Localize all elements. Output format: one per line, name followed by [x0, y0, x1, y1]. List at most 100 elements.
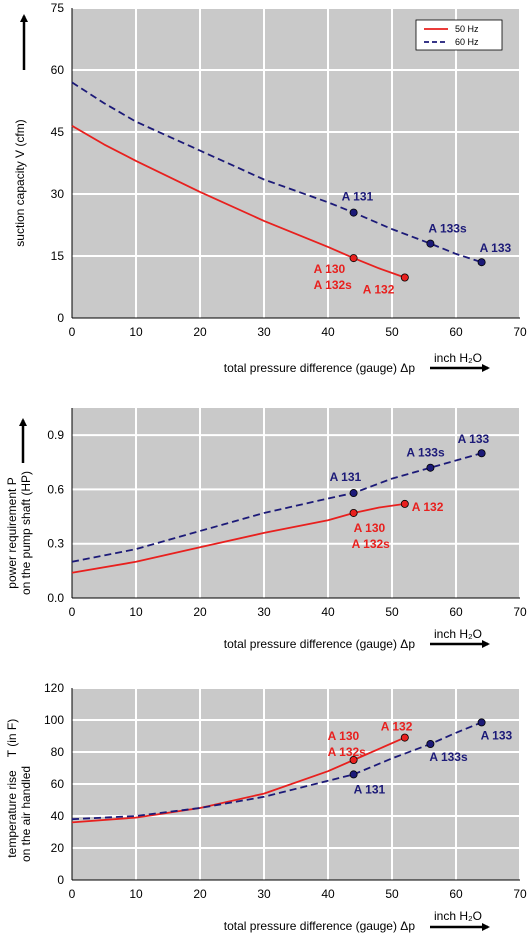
point-annotation: A 132: [412, 500, 444, 514]
series-line-s50: [71, 503, 405, 574]
x-tick-label: 30: [257, 605, 271, 619]
y-tick-label: 0.6: [47, 482, 64, 496]
point-annotation: A 133: [458, 432, 490, 446]
data-point-s50: [349, 508, 358, 517]
x-tick-label: 70: [513, 605, 527, 619]
x-tick-label: 10: [129, 887, 143, 901]
y-tick-label: 0: [57, 873, 64, 887]
x-tick-label: 40: [321, 887, 335, 901]
point-annotation: A 132s: [314, 278, 353, 292]
chart-panel-3: 0 10 20 30 40 50 60 70 0 20 40 60 80 100 120 total pres…: [5, 681, 527, 933]
point-annotation: A 133s: [429, 750, 468, 764]
x-tick-label: 40: [321, 325, 335, 339]
point-annotation: A 130: [354, 521, 386, 535]
point-annotation: A 131: [330, 470, 362, 484]
y-axis-label: on the pump shaft (HP): [19, 471, 33, 595]
x-tick-label: 70: [513, 325, 527, 339]
x-axis-label: total pressure difference (gauge) Δp: [224, 361, 416, 375]
x-tick-label: 0: [69, 887, 76, 901]
y-tick-label: 15: [51, 249, 65, 263]
y-tick-label: 100: [44, 713, 64, 727]
series-line-s50: [71, 736, 406, 824]
legend-label-s60: 60 Hz: [455, 37, 479, 47]
data-point-s60: [349, 770, 358, 779]
x-tick-label: 10: [129, 325, 143, 339]
y-tick-label: 0: [57, 311, 64, 325]
data-point-s50: [349, 254, 358, 263]
point-annotation: A 132: [363, 282, 395, 296]
data-point-s50: [400, 499, 409, 508]
y-axis-label-extra: T (in F): [5, 719, 19, 757]
y-tick-label: 120: [44, 681, 64, 695]
y-tick-label: 20: [51, 841, 65, 855]
data-point-s60: [349, 489, 358, 498]
point-annotation: A 133: [481, 728, 513, 742]
x-axis-label: total pressure difference (gauge) Δp: [224, 919, 416, 933]
data-point-s60: [477, 718, 486, 727]
x-tick-label: 20: [193, 325, 207, 339]
series-line-s50: [71, 125, 406, 279]
x-tick-label: 0: [69, 605, 76, 619]
data-point-s50: [400, 733, 409, 742]
y-tick-label: 40: [51, 809, 65, 823]
x-tick-label: 30: [257, 887, 271, 901]
point-annotation: A 130: [314, 262, 346, 276]
data-point-s60: [426, 740, 435, 749]
x-tick-label: 50: [385, 887, 399, 901]
legend-box: [415, 19, 503, 51]
x-tick-label: 30: [257, 325, 271, 339]
y-tick-label: 60: [51, 777, 65, 791]
point-annotation: A 131: [342, 190, 374, 204]
data-point-s60: [477, 258, 486, 267]
x-tick-label: 10: [129, 605, 143, 619]
x-tick-label: 60: [449, 605, 463, 619]
x-tick-label: 70: [513, 887, 527, 901]
y-tick-label: 80: [51, 745, 65, 759]
data-point-s60: [426, 239, 435, 248]
y-axis-label: power requirement P: [5, 477, 19, 588]
point-annotation: A 133s: [428, 222, 467, 236]
chart-panel-1: 0 10 20 30 40 50 60 70 0 15 30 45 60 75 total pressure…: [13, 1, 527, 375]
x-tick-label: 40: [321, 605, 335, 619]
point-annotation: A 131: [354, 782, 386, 796]
point-annotation: A 132s: [328, 745, 367, 759]
x-tick-label: 0: [69, 325, 76, 339]
point-annotation: A 132s: [352, 537, 391, 551]
chart-panel-2: 0 10 20 30 40 50 60 70 0.0 0.3 0.6 0.9 total pressur…: [5, 408, 527, 651]
plot-background: [72, 8, 520, 318]
legend: 50 Hz 60 Hz: [415, 19, 503, 51]
y-axis-label: temperature rise: [5, 770, 19, 858]
y-tick-label: 30: [51, 187, 65, 201]
x-tick-label: 20: [193, 887, 207, 901]
legend-label-s50: 50 Hz: [455, 24, 479, 34]
y-tick-label: 0.3: [47, 537, 64, 551]
y-tick-label: 0.0: [47, 591, 64, 605]
y-tick-label: 0.9: [47, 428, 64, 442]
y-tick-label: 45: [51, 125, 65, 139]
x-tick-label: 60: [449, 887, 463, 901]
x-axis-unit: inch H₂O: [434, 627, 482, 641]
x-tick-label: 20: [193, 605, 207, 619]
y-axis-label: suction capacity V (cfm): [13, 119, 27, 246]
data-point-s60: [349, 208, 358, 217]
y-axis-label: on the air handled: [19, 766, 33, 862]
x-tick-label: 50: [385, 605, 399, 619]
point-annotation: A 132: [381, 720, 413, 734]
x-tick-label: 60: [449, 325, 463, 339]
x-axis-unit: inch H₂O: [434, 909, 482, 923]
series-line-s60: [71, 452, 482, 563]
x-tick-label: 50: [385, 325, 399, 339]
data-point-s50: [400, 273, 409, 282]
x-axis-unit: inch H₂O: [434, 351, 482, 365]
data-point-s60: [426, 463, 435, 472]
data-point-s60: [477, 449, 486, 458]
x-axis-label: total pressure difference (gauge) Δp: [224, 637, 416, 651]
point-annotation: A 133s: [406, 446, 445, 460]
point-annotation: A 133: [480, 241, 512, 255]
point-annotation: A 130: [328, 729, 360, 743]
y-tick-label: 75: [51, 1, 65, 15]
data-point-s50: [349, 756, 358, 765]
y-tick-label: 60: [51, 63, 65, 77]
